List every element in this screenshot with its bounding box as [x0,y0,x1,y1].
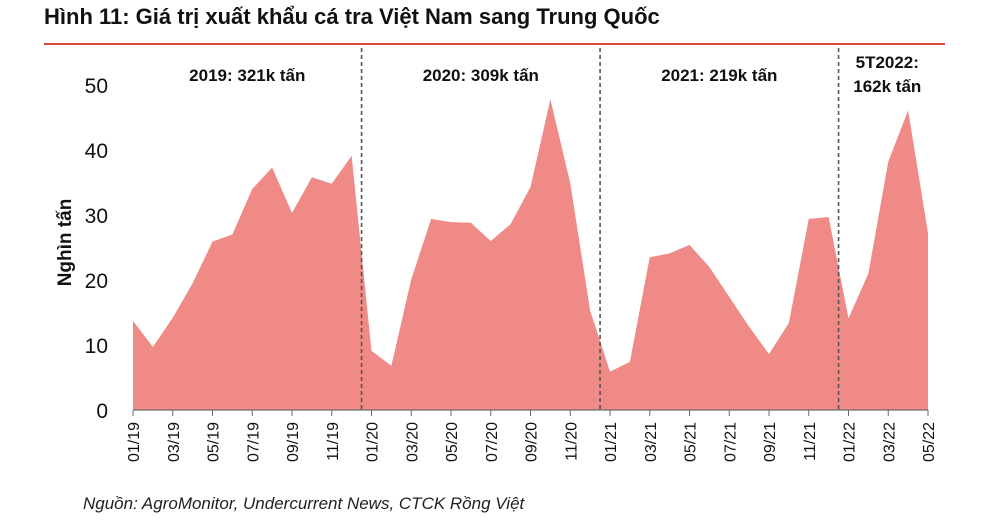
y-axis-label: Nghìn tấn [55,199,76,287]
x-tick-label: 01/22 [842,422,859,462]
x-tick-label: 01/20 [365,422,382,462]
y-tick-label: 0 [96,400,108,423]
x-tick-label: 05/20 [444,422,461,462]
x-tick-label: 07/20 [484,422,501,462]
x-tick-label: 03/22 [881,422,898,462]
x-tick-label: 03/21 [643,422,660,462]
x-tick-label: 11/19 [325,422,342,461]
y-tick-label: 20 [85,270,108,293]
x-tick-label: 03/19 [166,422,183,462]
x-tick-label: 05/21 [683,422,700,462]
y-tick-label: 40 [85,140,108,163]
x-tick-label: 07/19 [245,422,262,462]
x-tick-label: 05/19 [206,422,223,462]
y-tick-label: 50 [85,75,108,98]
x-tick-label: 07/21 [722,422,739,462]
x-tick-label: 01/19 [126,422,143,462]
source-note: Nguồn: AgroMonitor, Undercurrent News, C… [83,494,525,513]
y-tick-label: 10 [85,335,108,358]
period-annotation: 2021: 219k tấn [661,66,777,85]
period-annotation: 5T2022: 162k tấn [853,53,921,96]
figure-title: Hình 11: Giá trị xuất khẩu cá tra Việt N… [44,4,660,29]
period-annotation: 2020: 309k tấn [423,66,539,85]
x-tick-label: 01/21 [603,422,620,462]
x-tick-label: 11/21 [802,422,819,461]
x-tick-label: 09/20 [524,422,541,462]
x-tick-label: 05/22 [921,422,938,462]
title-rule [44,43,945,45]
x-tick-label: 09/19 [285,422,302,462]
y-tick-label: 30 [85,205,108,228]
x-tick-label: 11/20 [563,422,580,461]
period-annotation: 2019: 321k tấn [189,66,305,85]
x-tick-label: 03/20 [404,422,421,462]
x-tick-label: 09/21 [762,422,779,462]
area-series-xuat-khau [133,99,928,411]
